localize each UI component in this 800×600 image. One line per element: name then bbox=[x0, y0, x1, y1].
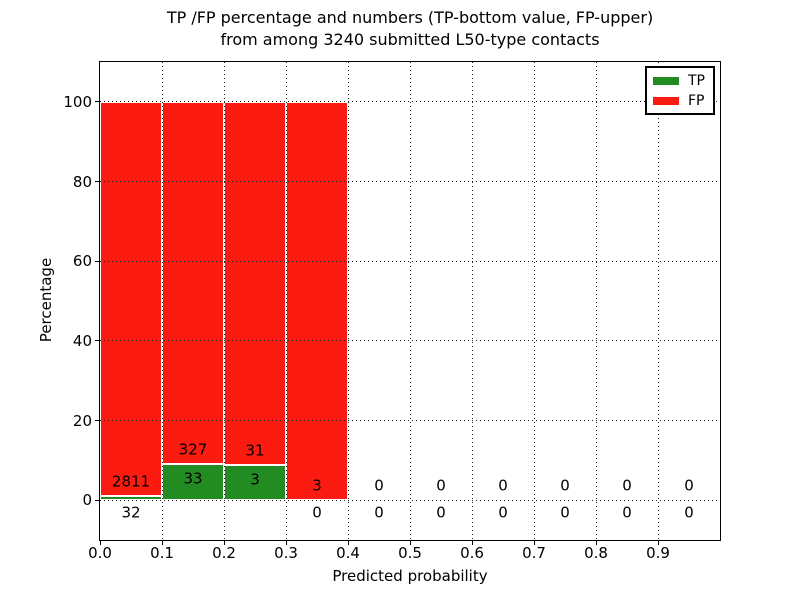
tp-count-label: 0 bbox=[498, 503, 508, 522]
x-tick-label: 0.5 bbox=[398, 544, 422, 562]
gridline-vertical bbox=[161, 62, 163, 540]
bar-segment-fp bbox=[224, 101, 286, 465]
x-tick-label: 0.9 bbox=[646, 544, 670, 562]
x-tick-mark bbox=[99, 541, 101, 545]
y-tick-label: 20 bbox=[72, 411, 92, 430]
x-tick-label: 0.8 bbox=[584, 544, 608, 562]
bar-segment-fp bbox=[162, 101, 224, 464]
tp-count-label: 0 bbox=[560, 503, 570, 522]
gridline-vertical bbox=[471, 62, 473, 540]
y-tick-label: 60 bbox=[72, 252, 92, 271]
bar-segment-tp bbox=[162, 463, 224, 501]
fp-count-label: 0 bbox=[684, 476, 694, 495]
tp-count-label: 3 bbox=[250, 470, 260, 489]
chart-title-line2: from among 3240 submitted L50-type conta… bbox=[220, 30, 600, 49]
legend: TP FP bbox=[645, 66, 715, 115]
x-tick-mark bbox=[223, 541, 225, 545]
gridline-vertical bbox=[595, 62, 597, 540]
y-tick-label: 80 bbox=[72, 172, 92, 191]
gridline-vertical bbox=[657, 62, 659, 540]
x-tick-mark bbox=[161, 541, 163, 545]
y-tick-mark bbox=[95, 101, 99, 103]
tp-count-label: 0 bbox=[684, 503, 694, 522]
gridline-vertical bbox=[409, 62, 411, 540]
fp-count-label: 31 bbox=[245, 441, 265, 460]
legend-label-fp: FP bbox=[688, 92, 705, 109]
y-tick-mark bbox=[95, 340, 99, 342]
chart-title: TP /FP percentage and numbers (TP-bottom… bbox=[99, 7, 721, 51]
fp-count-label: 0 bbox=[622, 476, 632, 495]
bar-segment-tp bbox=[224, 465, 286, 501]
y-tick-mark bbox=[95, 181, 99, 182]
x-tick-label: 0.1 bbox=[150, 544, 174, 562]
fp-count-label: 2811 bbox=[111, 472, 151, 491]
fp-count-label: 0 bbox=[436, 476, 446, 495]
x-tick-mark bbox=[347, 541, 349, 545]
legend-label-tp: TP bbox=[688, 72, 705, 89]
gridline-vertical bbox=[533, 62, 535, 540]
x-tick-label: 0.2 bbox=[212, 544, 236, 562]
fp-count-label: 327 bbox=[178, 440, 208, 459]
gridline-vertical bbox=[285, 62, 287, 540]
y-tick-label: 100 bbox=[63, 92, 92, 111]
fp-swatch-icon bbox=[653, 96, 679, 105]
legend-item-fp: FP bbox=[653, 93, 713, 109]
fp-count-label: 3 bbox=[312, 476, 322, 495]
chart-title-line1: TP /FP percentage and numbers (TP-bottom… bbox=[166, 8, 654, 27]
tp-count-label: 33 bbox=[183, 469, 203, 488]
x-tick-mark bbox=[285, 541, 287, 545]
x-tick-mark bbox=[595, 541, 597, 545]
tp-count-label: 0 bbox=[436, 503, 446, 522]
y-tick-mark bbox=[95, 499, 99, 501]
x-tick-mark bbox=[471, 541, 473, 545]
x-tick-label: 0.3 bbox=[274, 544, 298, 562]
x-axis-title: Predicted probability bbox=[332, 567, 488, 585]
x-tick-label: 0.0 bbox=[88, 544, 112, 562]
fp-count-label: 0 bbox=[374, 476, 384, 495]
y-tick-mark bbox=[95, 260, 99, 262]
x-tick-mark bbox=[409, 541, 411, 545]
legend-item-tp: TP bbox=[653, 73, 713, 89]
x-tick-label: 0.7 bbox=[522, 544, 546, 562]
tp-count-label: 0 bbox=[622, 503, 632, 522]
fp-count-label: 0 bbox=[560, 476, 570, 495]
tp-count-label: 0 bbox=[374, 503, 384, 522]
y-tick-mark bbox=[95, 420, 99, 421]
tp-count-label: 0 bbox=[312, 503, 322, 522]
y-tick-label: 0 bbox=[82, 491, 92, 510]
tp-swatch-icon bbox=[653, 76, 679, 85]
bar-segment-fp bbox=[100, 101, 162, 496]
tp-count-label: 32 bbox=[121, 503, 141, 522]
gridline-vertical bbox=[347, 62, 349, 540]
x-tick-label: 0.6 bbox=[460, 544, 484, 562]
y-tick-label: 40 bbox=[72, 331, 92, 350]
gridline-vertical bbox=[223, 62, 225, 540]
x-tick-mark bbox=[533, 541, 535, 545]
fp-count-label: 0 bbox=[498, 476, 508, 495]
x-tick-label: 0.4 bbox=[336, 544, 360, 562]
x-tick-mark bbox=[657, 541, 659, 545]
bar-segment-fp bbox=[286, 101, 348, 501]
